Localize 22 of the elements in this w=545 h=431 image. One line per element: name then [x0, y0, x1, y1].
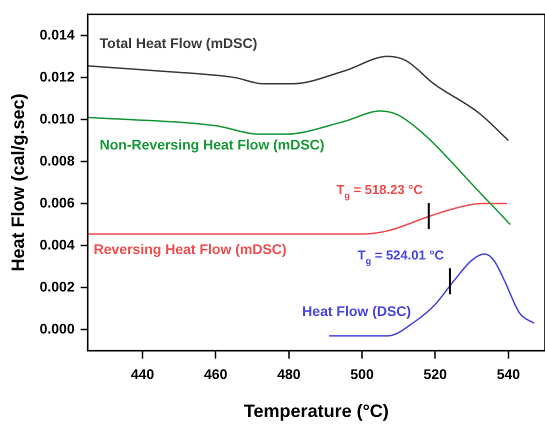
series-label: Non-Reversing Heat Flow (mDSC)	[100, 136, 324, 152]
y-tick-label: 0.008	[40, 152, 75, 168]
y-axis-title: Heat Flow (cal/g.sec)	[8, 93, 28, 272]
series-label: Heat Flow (DSC)	[302, 302, 412, 319]
line-series	[88, 202, 508, 235]
y-tick-label: 0.010	[40, 110, 75, 126]
y-tick-label: 0.002	[40, 278, 75, 294]
x-tick-label: 480	[277, 366, 301, 382]
x-tick-label: 520	[424, 366, 448, 382]
y-tick-label: 0.006	[40, 194, 75, 210]
x-tick-label: 440	[130, 366, 154, 382]
series-label: Reversing Heat Flow (mDSC)	[94, 240, 287, 257]
y-tick-label: 0.012	[40, 68, 75, 84]
y-tick-label: 0.014	[40, 26, 75, 42]
series-label: Total Heat Flow (mDSC)	[100, 34, 258, 51]
line-series	[88, 110, 511, 226]
x-tick-label: 540	[496, 366, 520, 382]
x-axis-title: Temperature (°C)	[244, 401, 389, 422]
x-tick-label: 460	[204, 366, 228, 382]
y-tick-label: 0.004	[40, 236, 75, 252]
x-tick-label: 500	[350, 366, 374, 382]
y-tick-label: 0.000	[40, 320, 75, 336]
